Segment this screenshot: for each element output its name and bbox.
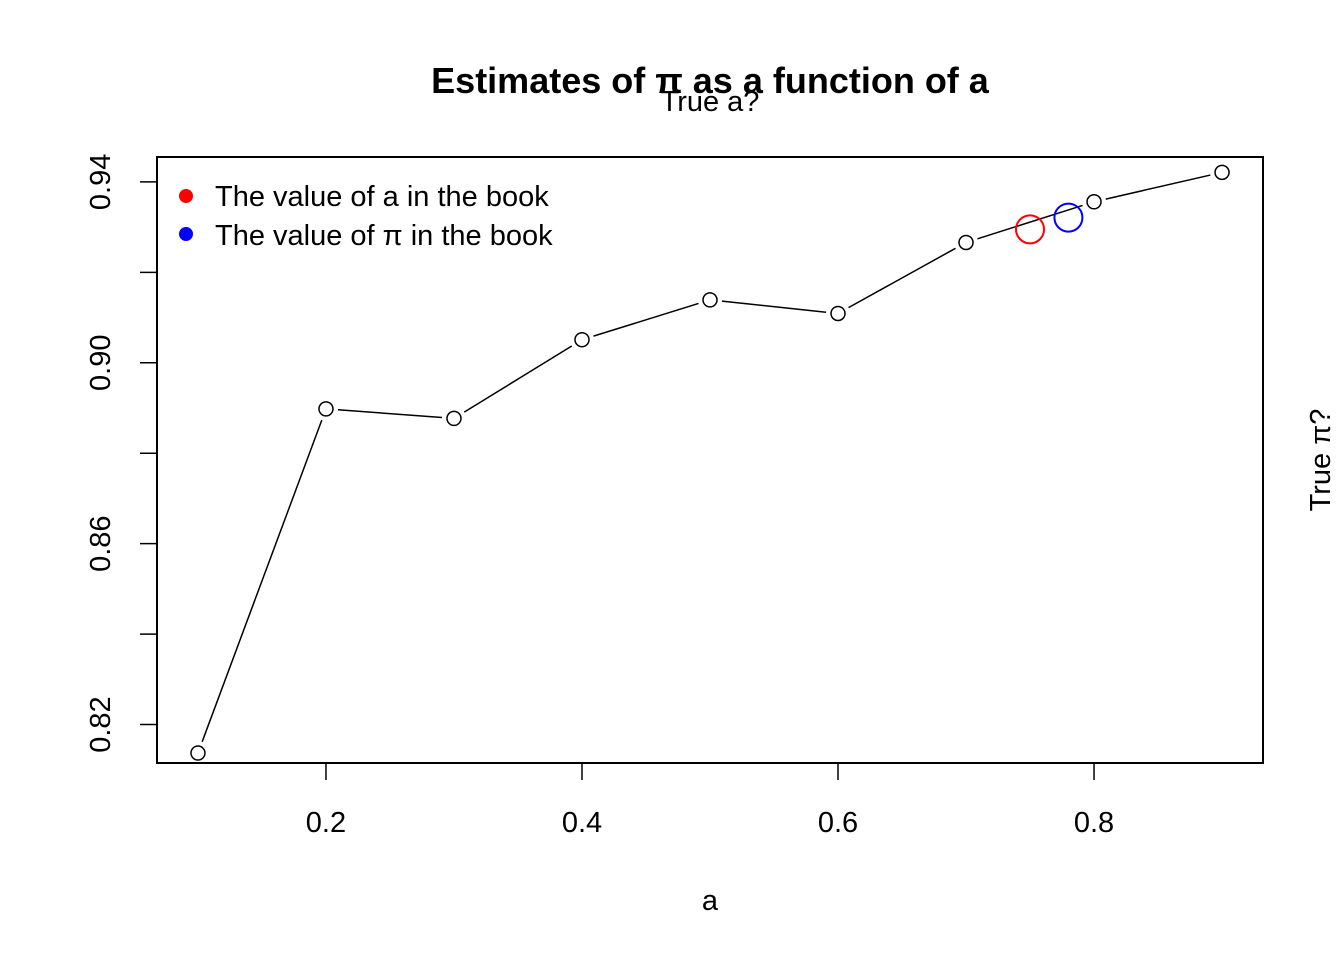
series-segment — [337, 409, 443, 419]
data-point — [574, 331, 590, 348]
y-tick-label: 0.94 — [85, 154, 117, 210]
y-axis: 0.82 0.86 0.90 0.94 — [85, 154, 157, 753]
data-point — [190, 745, 206, 761]
series-segment — [977, 204, 1083, 240]
data-point — [702, 292, 718, 308]
x-tick-label: 0.2 — [306, 807, 346, 839]
x-axis: 0.2 0.4 0.6 0.8 — [306, 763, 1114, 839]
legend-swatch-book-pi — [179, 227, 193, 241]
top-axis-label: True a? — [661, 86, 760, 118]
highlight-markers — [1015, 202, 1084, 245]
chart-title: Estimates of π as a function of a — [431, 60, 990, 101]
legend: The value of a in the book The value of … — [179, 181, 553, 252]
data-point — [318, 401, 334, 417]
y-tick-label: 0.86 — [85, 515, 117, 571]
data-point — [446, 410, 462, 427]
series-segment — [721, 300, 827, 313]
series-segment — [593, 302, 699, 337]
series-segment — [201, 419, 323, 743]
x-axis-label: a — [702, 885, 719, 917]
data-point — [1086, 194, 1102, 210]
highlight-book-pi — [1053, 202, 1084, 233]
y-tick-label: 0.90 — [85, 335, 117, 391]
right-axis-label: True π? — [1305, 409, 1337, 512]
data-point — [830, 305, 846, 322]
legend-label-book-a: The value of a in the book — [215, 181, 549, 213]
data-point — [1214, 164, 1230, 181]
y-tick-label: 0.82 — [85, 696, 117, 752]
highlight-book-a — [1015, 214, 1046, 245]
x-tick-label: 0.8 — [1074, 807, 1114, 839]
x-tick-label: 0.4 — [562, 807, 602, 839]
series-segment — [463, 345, 573, 413]
plot-frame — [156, 156, 1264, 764]
series-segment — [848, 247, 956, 309]
legend-label-book-pi: The value of π in the book — [215, 220, 553, 252]
series-lines — [201, 174, 1211, 743]
series-segment — [1105, 174, 1211, 200]
series-points — [190, 164, 1230, 761]
legend-swatch-book-a — [179, 189, 193, 203]
x-tick-label: 0.6 — [818, 807, 858, 839]
data-point — [958, 234, 974, 251]
